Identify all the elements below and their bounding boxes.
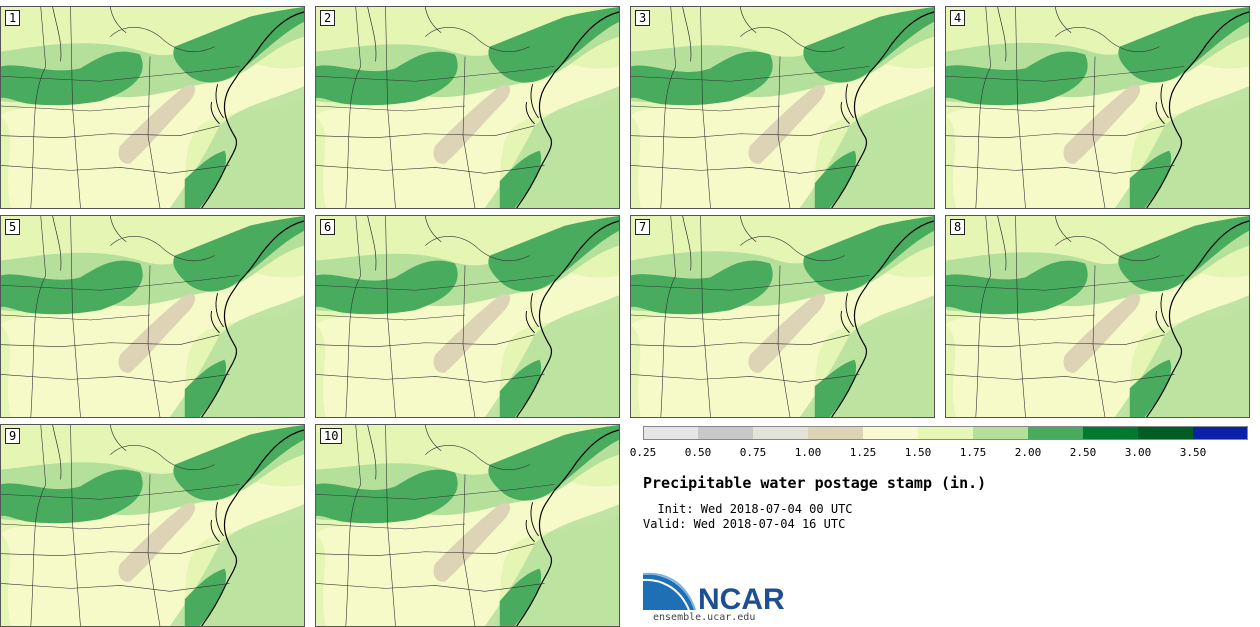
legend-tick-label: 0.25 bbox=[629, 446, 657, 459]
postage-stamp-panel: 8 bbox=[945, 215, 1250, 418]
legend-tick-label: 2.00 bbox=[1014, 446, 1042, 459]
legend-tick-label: 0.50 bbox=[684, 446, 712, 459]
svg-text:NCAR: NCAR bbox=[698, 583, 785, 612]
legend-swatch bbox=[808, 426, 863, 440]
legend-tick-label: 1.50 bbox=[904, 446, 932, 459]
legend-swatch bbox=[698, 426, 753, 440]
postage-stamp-panel: 10 bbox=[315, 424, 620, 627]
postage-stamp-panel: 5 bbox=[0, 215, 305, 418]
legend-tick-label: 3.50 bbox=[1179, 446, 1207, 459]
postage-stamp-panel: 1 bbox=[0, 6, 305, 209]
postage-stamp-panel: 2 bbox=[315, 6, 620, 209]
legend-swatch bbox=[863, 426, 918, 440]
chart-title: Precipitable water postage stamp (in.) bbox=[643, 474, 987, 492]
legend-tick-label: 2.50 bbox=[1069, 446, 1097, 459]
legend-tick-label: 1.00 bbox=[794, 446, 822, 459]
ncar-logo: NCAR bbox=[643, 572, 785, 612]
legend-swatch bbox=[1083, 426, 1138, 440]
legend-tick-label: 0.75 bbox=[739, 446, 767, 459]
panel-label: 8 bbox=[950, 219, 966, 235]
legend-tick-label: 1.25 bbox=[849, 446, 877, 459]
postage-stamp-panel: 4 bbox=[945, 6, 1250, 209]
panel-label: 4 bbox=[950, 10, 966, 26]
postage-stamp-panel: 3 bbox=[630, 6, 935, 209]
legend-swatch bbox=[753, 426, 808, 440]
legend-tick-label: 1.75 bbox=[959, 446, 987, 459]
panel-label: 2 bbox=[320, 10, 336, 26]
color-legend bbox=[643, 426, 1248, 441]
panel-label: 3 bbox=[635, 10, 651, 26]
valid-time: Valid: Wed 2018-07-04 16 UTC bbox=[643, 517, 846, 531]
postage-stamp-panel: 6 bbox=[315, 215, 620, 418]
panel-label: 6 bbox=[320, 219, 336, 235]
legend-swatch bbox=[973, 426, 1028, 440]
site-url: ensemble.ucar.edu bbox=[653, 612, 756, 623]
legend-swatch bbox=[1138, 426, 1193, 440]
postage-stamp-panel: 7 bbox=[630, 215, 935, 418]
panel-label: 5 bbox=[5, 219, 21, 235]
legend-swatch bbox=[1193, 426, 1248, 440]
init-time: Init: Wed 2018-07-04 00 UTC bbox=[643, 502, 853, 516]
legend-swatch bbox=[918, 426, 973, 440]
legend-tick-label: 3.00 bbox=[1124, 446, 1152, 459]
panel-label: 10 bbox=[320, 428, 343, 444]
legend-swatch bbox=[1028, 426, 1083, 440]
legend-swatch bbox=[643, 426, 698, 440]
postage-stamp-panel: 9 bbox=[0, 424, 305, 627]
panel-label: 7 bbox=[635, 219, 651, 235]
panel-label: 9 bbox=[5, 428, 21, 444]
panel-label: 1 bbox=[5, 10, 21, 26]
